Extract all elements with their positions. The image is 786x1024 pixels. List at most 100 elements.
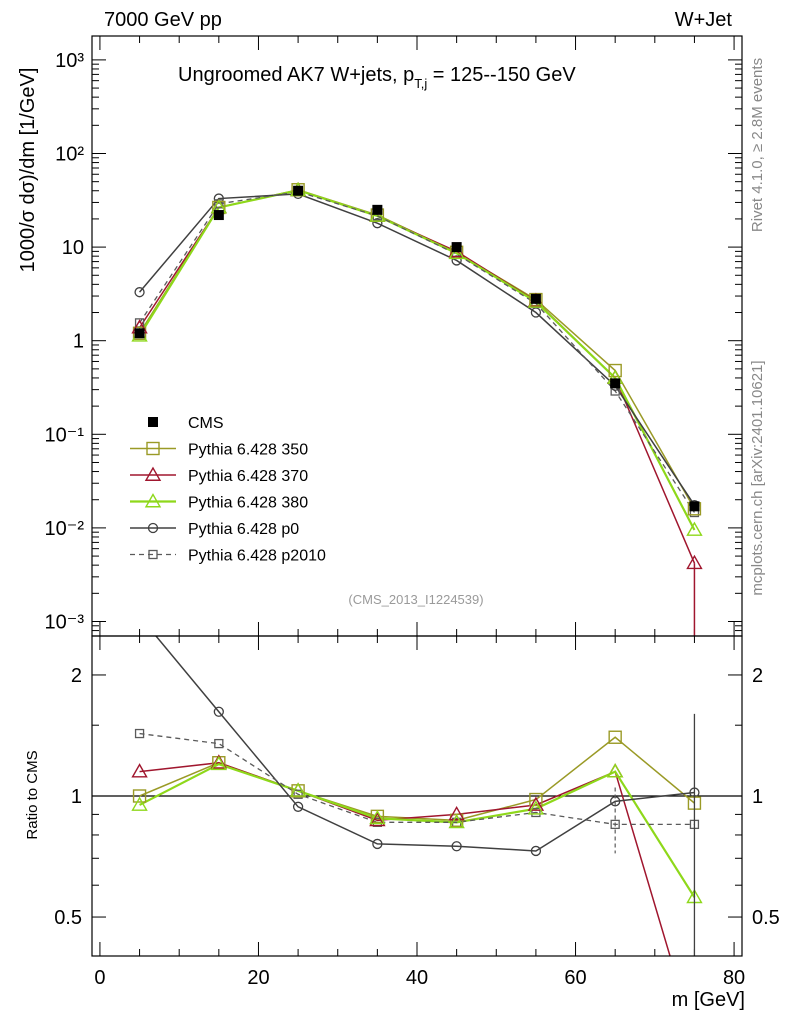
- xtick-label: 40: [406, 967, 428, 989]
- cms-data-point: [134, 328, 145, 339]
- ratio-line-p2010: [139, 732, 695, 826]
- x-axis-label: m [GeV]: [672, 989, 745, 1011]
- legend-label-p2010: Pythia 6.428 p2010: [188, 548, 326, 565]
- process-label: W+Jet: [675, 9, 733, 31]
- ratio-markers-p380: [131, 755, 703, 904]
- p2010-point: [293, 789, 303, 799]
- p380-point: [131, 796, 148, 811]
- ratio-ylabel: Ratio to CMS: [24, 750, 41, 839]
- xtick-label: 80: [723, 967, 745, 989]
- xtick-label: 60: [564, 967, 586, 989]
- p0-point: [134, 287, 145, 298]
- ratio-ytick-label-right: 1: [752, 786, 763, 808]
- p370-point: [144, 466, 162, 481]
- p370-point: [448, 805, 465, 821]
- plot-title: Ungroomed AK7 W+jets, pT,j = 125--150 Ge…: [178, 64, 576, 91]
- p350-point: [132, 789, 147, 803]
- plot-title-suffix: = 125--150 GeV: [427, 64, 576, 86]
- plot-title-sub: T,j: [414, 76, 427, 91]
- cms-data-point: [610, 378, 621, 389]
- ratio-series-p0: [155, 636, 695, 852]
- cms-data-point: [689, 501, 700, 512]
- p0-point: [530, 845, 542, 857]
- main-ytick-label: 10⁻³: [45, 612, 85, 634]
- p2010-point: [214, 738, 224, 749]
- p0-point: [147, 522, 159, 534]
- main-series-p2010: [139, 191, 695, 513]
- legend-label-p350: Pythia 6.428 350: [188, 442, 308, 459]
- ratio-ytick-label-right: 2: [752, 665, 763, 687]
- xtick-label: 20: [247, 967, 269, 989]
- p0-point: [213, 706, 224, 717]
- p350-point: [146, 441, 160, 456]
- ratio-plot-frame: [91, 635, 743, 957]
- p380-point: [527, 800, 545, 815]
- ratio-series-p350: [139, 736, 695, 822]
- ratio-line-p350: [139, 736, 695, 822]
- p370-point: [131, 763, 148, 778]
- p380-point: [210, 755, 228, 771]
- ratio-ytick-label-right: 0.5: [752, 907, 780, 929]
- legend: CMS Pythia 6.428 350 Pythia 6.428 370 Pythi…: [130, 415, 326, 565]
- p380-point: [144, 493, 162, 508]
- p2010-point: [148, 549, 158, 560]
- mcplots-label: mcplots.cern.ch [arXiv:2401.10621]: [749, 360, 766, 595]
- p380-point: [448, 813, 465, 829]
- ratio-series-p380: [139, 762, 696, 898]
- p2010-point: [610, 819, 620, 830]
- p350-point: [529, 792, 543, 807]
- p370-point: [527, 796, 545, 811]
- ratio-line-p380: [139, 762, 696, 898]
- legend-label-p0: Pythia 6.428 p0: [188, 521, 299, 538]
- p0-point: [213, 193, 224, 204]
- p0-point: [372, 838, 383, 850]
- p380-point: [448, 244, 465, 260]
- p2010-point: [531, 807, 541, 818]
- main-ytick-label: 1: [73, 331, 84, 353]
- main-series-p0: [138, 193, 696, 506]
- ratio-plot-series: [131, 612, 703, 956]
- main-ytick-label: 10⁻²: [45, 518, 85, 540]
- ratio-ytick-label: 0.5: [54, 907, 82, 929]
- main-ytick-label: 10³: [55, 50, 84, 72]
- cms-data-point: [372, 204, 383, 215]
- ratio-ytick-label: 2: [71, 665, 82, 687]
- p370-point: [210, 754, 228, 769]
- xtick-label: 0: [94, 967, 105, 989]
- legend-label-p370: Pythia 6.428 370: [188, 468, 308, 485]
- ratio-axis-ticks: 2 2 1 1 0.5 0.5 0 20 40 60 80: [54, 636, 780, 989]
- p350-point: [608, 730, 622, 744]
- rivet-label: Rivet 4.1.0, ≥ 2.8M events: [749, 58, 766, 232]
- main-line-p350: [138, 188, 696, 510]
- main-series-p350: [138, 188, 696, 510]
- cms-data-point: [213, 210, 224, 221]
- main-ytick-label: 10⁻¹: [45, 424, 85, 446]
- main-line-p380: [138, 189, 696, 531]
- main-axis-ticks: 10³ 10² 10 1 10⁻¹ 10⁻² 10⁻³: [45, 36, 742, 637]
- main-ylabel: 1000/σ dσ)/dm [1/GeV]: [17, 68, 39, 273]
- main-series-p380: [138, 189, 696, 531]
- cms-data-point: [148, 417, 158, 427]
- legend-label-cms: CMS: [188, 415, 224, 432]
- p380-point: [369, 809, 386, 825]
- analysis-watermark: (CMS_2013_I1224539): [348, 592, 483, 607]
- main-line-p2010: [139, 191, 695, 513]
- main-line-p0: [138, 193, 696, 506]
- ratio-line-p0: [155, 636, 695, 852]
- p380-point: [606, 763, 624, 778]
- legend-label-p380: Pythia 6.428 380: [188, 495, 308, 512]
- main-markers-cms: [134, 185, 700, 512]
- p350-point: [608, 363, 622, 378]
- p0-point: [292, 801, 304, 812]
- p0-point: [135, 612, 144, 621]
- main-plot-frame: [91, 35, 743, 637]
- main-plot-series: [131, 181, 703, 636]
- cms-data-point: [451, 242, 462, 253]
- p0-point: [451, 841, 462, 852]
- main-ytick-label: 10²: [55, 143, 84, 165]
- ratio-series-p2010: [139, 732, 695, 826]
- p380-point: [686, 521, 703, 536]
- ratio-ytick-label: 1: [71, 786, 82, 808]
- p2010-point: [134, 728, 145, 739]
